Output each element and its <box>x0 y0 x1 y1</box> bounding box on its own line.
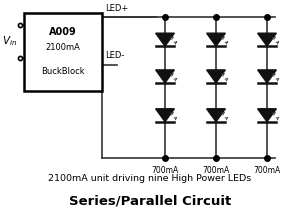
Polygon shape <box>156 70 174 83</box>
Text: 700mA: 700mA <box>152 166 178 175</box>
Text: A009: A009 <box>49 27 77 37</box>
Polygon shape <box>156 109 174 122</box>
Polygon shape <box>207 33 225 46</box>
Text: 2100mA: 2100mA <box>46 43 80 52</box>
Text: LED-: LED- <box>105 51 124 60</box>
Text: 2100mA unit driving nine High Power LEDs: 2100mA unit driving nine High Power LEDs <box>48 174 252 183</box>
Polygon shape <box>156 33 174 46</box>
Polygon shape <box>207 70 225 83</box>
Polygon shape <box>258 33 276 46</box>
Text: Series/Parallel Circuit: Series/Parallel Circuit <box>69 194 231 207</box>
Polygon shape <box>258 109 276 122</box>
Text: LED+: LED+ <box>105 4 128 13</box>
Polygon shape <box>258 70 276 83</box>
Text: $V_{in}$: $V_{in}$ <box>2 34 17 48</box>
Text: 700mA: 700mA <box>254 166 280 175</box>
Text: BuckBlock: BuckBlock <box>41 67 85 76</box>
Polygon shape <box>207 109 225 122</box>
FancyBboxPatch shape <box>24 13 102 91</box>
Text: 700mA: 700mA <box>202 166 230 175</box>
